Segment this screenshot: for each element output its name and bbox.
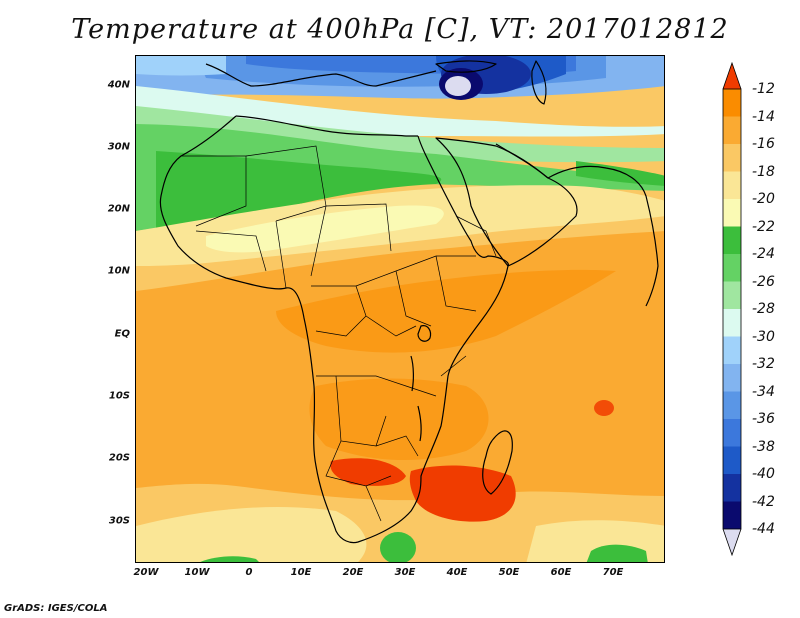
colorbar-label: -22 (752, 218, 775, 235)
lon-label-70e: 70E (602, 567, 624, 578)
colorbar-swatch (723, 309, 741, 337)
colorbar-swatch (723, 281, 741, 310)
lat-label-20s: 20S (108, 452, 130, 464)
colorbar-swatch (723, 391, 741, 420)
colorbar-swatch (723, 89, 741, 117)
lat-label-10n: 10N (107, 265, 130, 277)
colorbar-label: -16 (752, 136, 775, 152)
colorbar-swatch (723, 144, 741, 172)
colorbar-label: -24 (752, 246, 775, 262)
colorbar-swatch (723, 364, 741, 392)
colorbar-swatch (723, 116, 741, 145)
colorbar-swatch (723, 501, 741, 530)
lat-label-10s: 10S (108, 390, 130, 402)
colorbar-swatch (723, 336, 741, 365)
color-bar (722, 62, 742, 556)
lon-label-10w: 10W (184, 567, 210, 578)
lon-label-30e: 30E (394, 567, 416, 578)
colorbar-label: -44 (752, 521, 775, 537)
colorbar-label: -14 (752, 108, 775, 125)
colorbar-label: -40 (752, 466, 775, 482)
colorbar-label: -20 (752, 191, 775, 207)
chart-title: Temperature at 400hPa [C], VT: 201701281… (71, 14, 729, 45)
lon-label-50e: 50E (498, 567, 520, 578)
lon-label-60e: 60E (550, 567, 572, 578)
lon-label-20e: 20E (342, 567, 364, 578)
colorbar-label: -38 (752, 438, 775, 455)
lat-label-eq: EQ (114, 328, 130, 340)
colorbar-label: -28 (752, 301, 775, 317)
lat-label-20n: 20N (107, 203, 130, 215)
lon-label-0: 0 (245, 567, 253, 578)
map-panel (135, 55, 665, 563)
colorbar-swatch (723, 419, 741, 447)
colorbar-label: -26 (752, 273, 775, 290)
colorbar-label: -32 (752, 356, 775, 372)
colorbar-label: -18 (752, 163, 775, 180)
lat-label-30n: 30N (107, 141, 130, 153)
colorbar-label: -34 (752, 383, 775, 400)
colorbar-swatch (723, 474, 741, 502)
lon-label-20w: 20W (133, 567, 159, 578)
lon-label-10e: 10E (290, 567, 312, 578)
colorbar-swatch (723, 254, 741, 282)
colorbar-label: -36 (752, 411, 775, 427)
colorbar-swatch (723, 446, 741, 475)
lat-label-40n: 40N (107, 79, 130, 91)
lon-label-40e: 40E (446, 567, 468, 578)
colorbar-label: -12 (752, 81, 775, 97)
colorbar-swatch (723, 199, 741, 227)
colorbar-arrow-bottom (723, 529, 741, 555)
credit-text: GrADS: IGES/COLA (4, 603, 108, 614)
colorbar-label: -42 (752, 493, 775, 510)
colorbar-label: -30 (752, 328, 775, 345)
colorbar-swatch (723, 171, 741, 200)
colorbar-arrow-top (723, 63, 741, 89)
colorbar-swatch (723, 226, 741, 255)
lat-label-30s: 30S (108, 515, 130, 527)
